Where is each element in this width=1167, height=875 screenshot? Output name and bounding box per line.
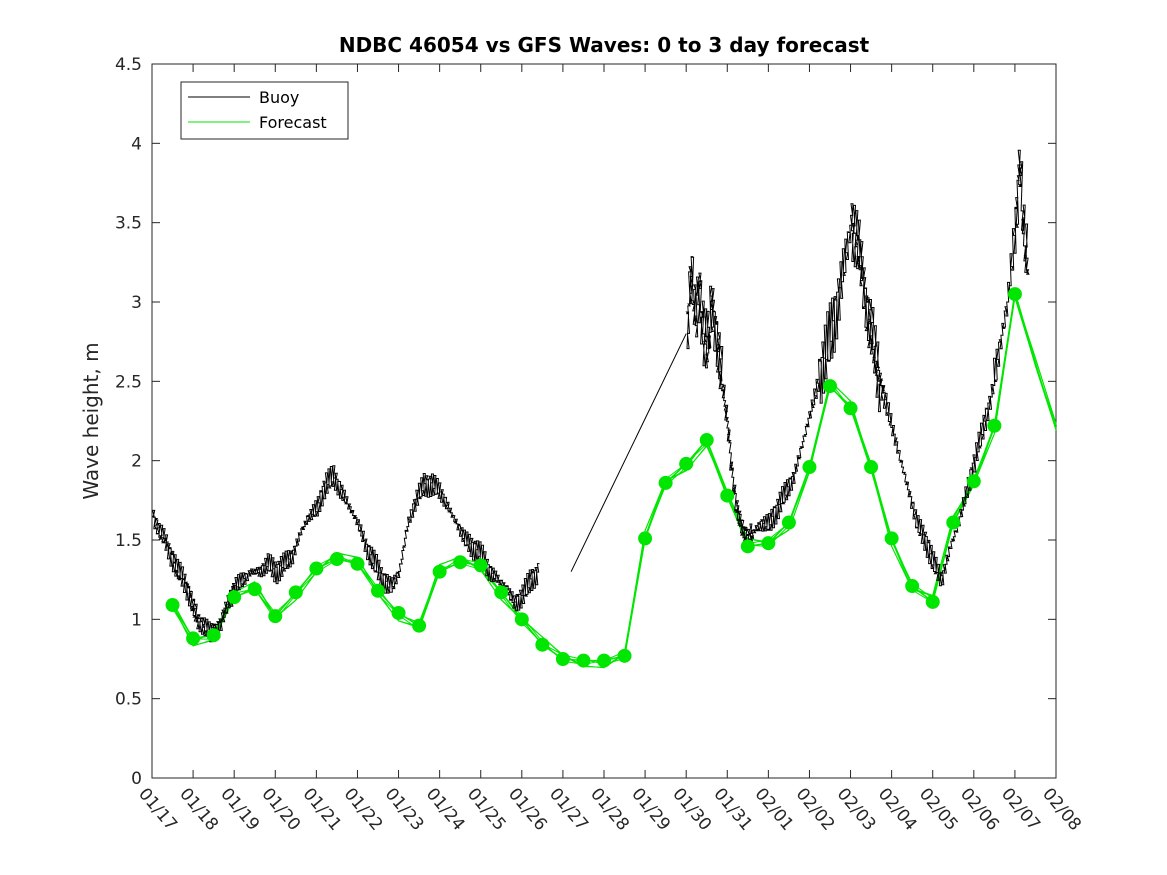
y-tick-label: 0.5 xyxy=(115,690,142,710)
forecast-point xyxy=(186,631,201,646)
forecast-point xyxy=(925,594,940,609)
chart-title: NDBC 46054 vs GFS Waves: 0 to 3 day fore… xyxy=(339,33,870,57)
y-tick-label: 0 xyxy=(131,769,142,789)
legend-forecast-label: Forecast xyxy=(259,113,327,132)
forecast-point xyxy=(740,539,755,554)
forecast-point xyxy=(1007,287,1022,302)
forecast-point xyxy=(781,515,796,530)
forecast-point xyxy=(432,564,447,579)
forecast-point xyxy=(638,531,653,546)
forecast-point xyxy=(309,561,324,576)
forecast-point xyxy=(453,555,468,570)
forecast-point xyxy=(268,609,283,624)
forecast-point xyxy=(823,379,837,394)
forecast-point xyxy=(884,531,899,546)
buoy-line-segment xyxy=(685,149,1030,587)
legend-buoy-label: Buoy xyxy=(259,88,299,107)
forecast-point xyxy=(555,652,570,666)
forecast-point xyxy=(247,582,262,597)
forecast-point xyxy=(658,475,673,490)
y-tick-label: 3 xyxy=(131,293,142,313)
plot-area: 00.511.522.533.544.501/1701/1801/1901/20… xyxy=(115,55,1085,835)
legend-box xyxy=(180,81,349,140)
forecast-point xyxy=(617,648,632,663)
buoy-line-segment xyxy=(570,333,687,572)
forecast-point xyxy=(412,618,427,633)
forecast-point xyxy=(699,433,714,448)
y-tick-label: 3.5 xyxy=(115,214,142,234)
forecast-point xyxy=(206,628,221,643)
buoy-line-segment xyxy=(151,465,540,643)
y-tick-label: 1 xyxy=(131,610,142,630)
forecast-point xyxy=(227,590,242,605)
forecast-point xyxy=(514,612,529,627)
forecast-point xyxy=(329,552,344,567)
y-tick-label: 2 xyxy=(131,452,142,472)
forecast-point xyxy=(802,460,817,475)
plot-frame xyxy=(151,63,1057,779)
y-tick-label: 2.5 xyxy=(115,372,142,392)
forecast-point xyxy=(576,653,591,668)
legend: Buoy Forecast xyxy=(180,81,349,140)
forecast-point xyxy=(473,558,488,573)
forecast-point xyxy=(597,653,611,668)
forecast-point xyxy=(350,556,365,571)
forecast-point xyxy=(535,637,550,652)
y-tick-label: 1.5 xyxy=(115,531,142,551)
forecast-point xyxy=(391,605,406,620)
y-axis-label: Wave height, m xyxy=(79,342,103,499)
forecast-point xyxy=(288,585,303,600)
forecast-point xyxy=(494,585,509,600)
series-layer xyxy=(151,149,1057,669)
forecast-point xyxy=(761,536,776,551)
forecast-point xyxy=(987,418,1002,433)
forecast-point xyxy=(905,579,920,594)
forecast-point xyxy=(946,515,961,530)
forecast-point xyxy=(864,460,879,475)
forecast-point xyxy=(165,598,180,613)
forecast-point xyxy=(371,583,385,598)
forecast-point xyxy=(679,456,694,471)
y-tick-label: 4 xyxy=(131,134,142,154)
y-tick-label: 4.5 xyxy=(115,55,142,75)
forecast-point xyxy=(843,401,858,416)
forecast-point xyxy=(720,488,735,503)
forecast-point xyxy=(966,474,981,489)
